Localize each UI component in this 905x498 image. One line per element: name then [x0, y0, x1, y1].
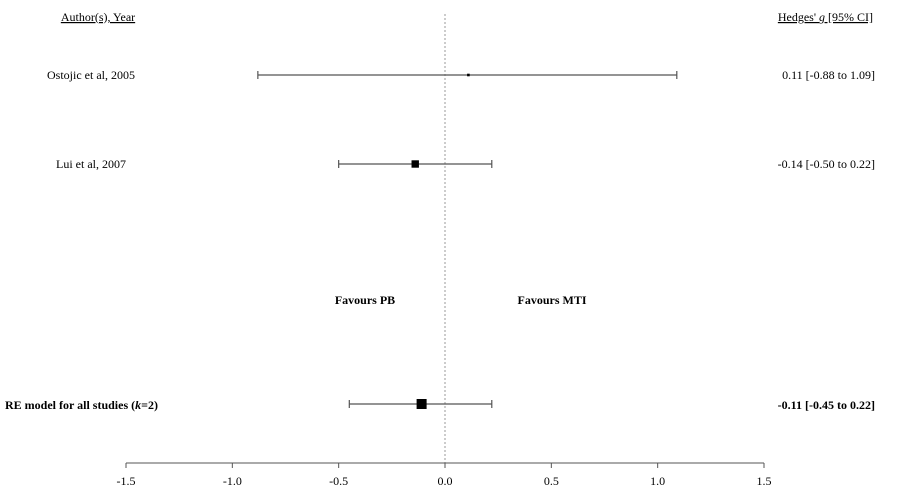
- x-tick-label: 1.5: [757, 474, 772, 488]
- x-tick-label: -0.5: [329, 474, 348, 488]
- summary-marks: [348, 399, 493, 409]
- study-rows: Ostojic et al, 2005 0.11 [-0.88 to 1.09] L…: [47, 68, 875, 171]
- x-tick-label: -1.5: [117, 474, 136, 488]
- favours-right-label: Favours MTI: [518, 293, 587, 307]
- x-tick-label: -1.0: [223, 474, 242, 488]
- study-ci-text: 0.11 [-0.88 to 1.09]: [782, 68, 875, 82]
- summary-label: RE model for all studies (k=2): [5, 398, 158, 412]
- favours-left-label: Favours PB: [335, 293, 395, 307]
- header-effect-size: Hedges' g [95% CI]: [778, 10, 873, 24]
- x-tick-label: 0.0: [438, 474, 453, 488]
- study-ci-text: -0.14 [-0.50 to 0.22]: [778, 157, 875, 171]
- summary-ci-text: -0.11 [-0.45 to 0.22]: [778, 398, 875, 412]
- x-tick-label: 1.0: [650, 474, 665, 488]
- point-estimate-marker: [467, 73, 470, 77]
- x-axis: -1.5 -1.0 -0.5 0.0 0.5 1.0 1.5: [117, 462, 772, 488]
- study-label: Ostojic et al, 2005: [47, 68, 135, 82]
- summary-estimate-marker: [416, 399, 427, 409]
- point-estimate-marker: [411, 160, 419, 168]
- x-tick-label: 0.5: [544, 474, 559, 488]
- header-author-year: Author(s), Year: [61, 10, 135, 24]
- study-label: Lui et al, 2007: [56, 157, 126, 171]
